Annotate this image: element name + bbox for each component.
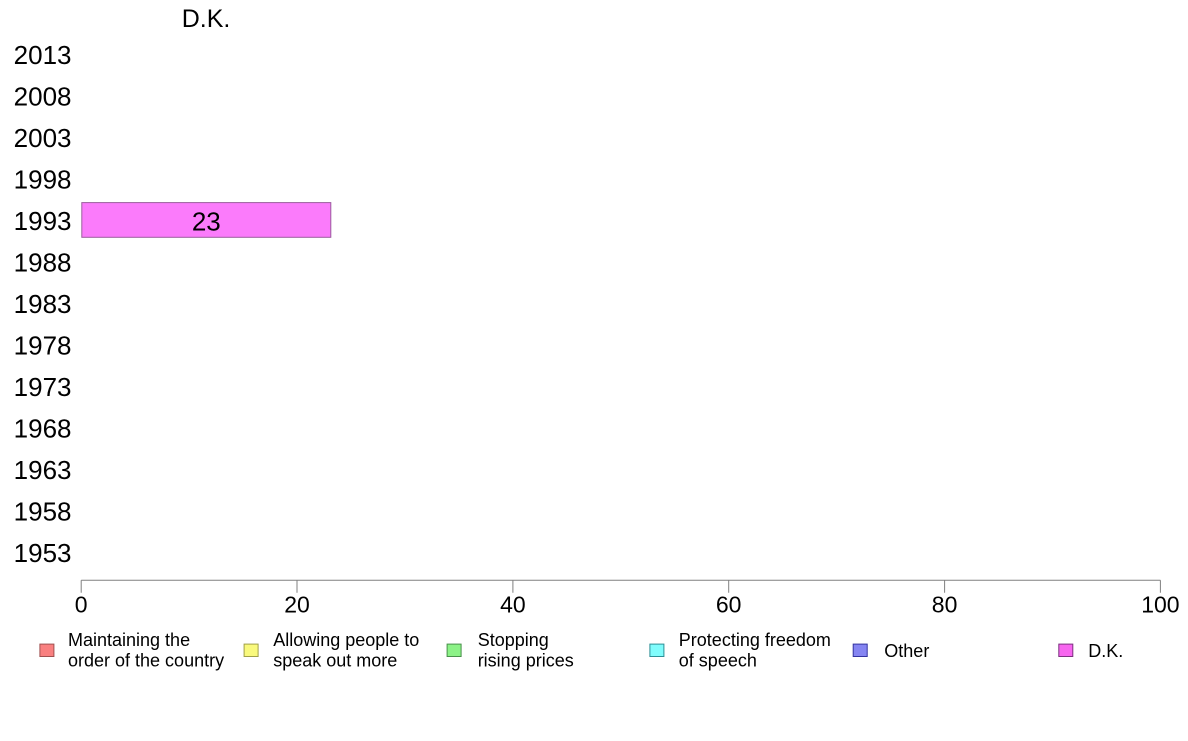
svg-text:0: 0 [75, 591, 88, 617]
svg-text:order of the country: order of the country [68, 650, 224, 670]
svg-text:Allowing people to: Allowing people to [273, 630, 419, 650]
svg-text:1993: 1993 [14, 206, 72, 236]
svg-text:1983: 1983 [14, 289, 72, 319]
svg-text:Stopping: Stopping [478, 630, 549, 650]
svg-text:20: 20 [284, 591, 310, 617]
svg-text:D.K.: D.K. [182, 5, 231, 33]
svg-text:1963: 1963 [14, 455, 72, 485]
svg-text:1968: 1968 [14, 414, 72, 444]
svg-text:1953: 1953 [14, 538, 72, 568]
svg-text:1958: 1958 [14, 497, 72, 527]
svg-text:speak out more: speak out more [273, 650, 397, 670]
svg-text:40: 40 [500, 591, 526, 617]
svg-text:2003: 2003 [14, 123, 72, 153]
svg-text:100: 100 [1141, 591, 1179, 617]
svg-text:1973: 1973 [14, 372, 72, 402]
svg-text:of speech: of speech [679, 650, 757, 670]
svg-text:Other: Other [884, 641, 929, 661]
svg-text:Maintaining the: Maintaining the [68, 630, 190, 650]
svg-text:1998: 1998 [14, 165, 72, 195]
svg-text:2008: 2008 [14, 82, 72, 112]
svg-text:23: 23 [192, 206, 221, 236]
svg-text:D.K.: D.K. [1088, 641, 1123, 661]
svg-text:60: 60 [716, 591, 742, 617]
svg-text:1978: 1978 [14, 331, 72, 361]
svg-text:Protecting freedom: Protecting freedom [679, 630, 831, 650]
svg-text:2013: 2013 [14, 40, 72, 70]
svg-text:1988: 1988 [14, 248, 72, 278]
svg-text:rising prices: rising prices [478, 650, 574, 670]
svg-text:80: 80 [932, 591, 958, 617]
